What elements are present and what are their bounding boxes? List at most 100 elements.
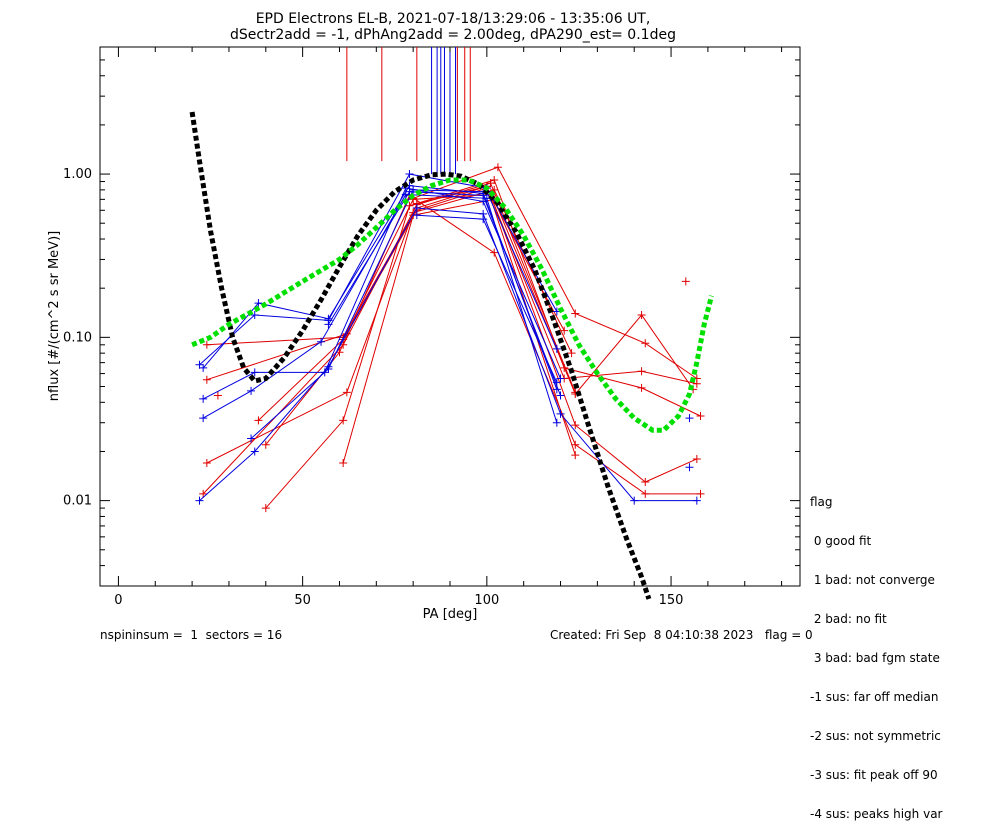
blue-data-point: [409, 185, 418, 194]
red-data-point: [641, 478, 650, 487]
blue-series-line: [199, 207, 697, 502]
blue-data-point: [324, 320, 333, 329]
red-data-point: [261, 440, 270, 449]
blue-data-point: [556, 374, 565, 383]
red-data-point: [405, 201, 414, 210]
blue-data-point: [479, 191, 488, 200]
x-tick-label: 50: [294, 593, 311, 608]
blue-data-point: [199, 363, 208, 372]
red-series-line: [206, 185, 576, 456]
red-data-point: [202, 458, 211, 467]
blue-data-point: [552, 378, 561, 387]
footer-left-info: nspininsum = 1 sectors = 16: [100, 628, 283, 642]
legend-item: 0 good fit: [810, 534, 872, 548]
data-series: [189, 111, 715, 600]
blue-data-point: [317, 337, 326, 346]
red-data-point: [571, 421, 580, 430]
red-data-point: [696, 489, 705, 498]
flag-legend: flag 0 good fit 1 bad: not converge 2 ba…: [810, 470, 942, 834]
blue-data-point: [250, 311, 259, 320]
vertical-markers: [346, 47, 471, 175]
blue-series-line: [202, 187, 561, 400]
blue-data-point: [412, 211, 421, 220]
blue-data-point: [199, 394, 208, 403]
y-tick-label: 0.10: [63, 330, 92, 345]
chart-title-line1: EPD Electrons EL-B, 2021-07-18/13:29:06 …: [256, 11, 651, 27]
blue-data-point: [247, 434, 256, 443]
chart-title-line2: dSectr2add = -1, dPhAng2add = 2.00deg, d…: [230, 27, 676, 43]
blue-series-line: [327, 191, 561, 396]
red-data-point: [490, 248, 499, 257]
blue-data-point: [199, 414, 208, 423]
red-data-point: [202, 375, 211, 384]
y-tick-label: 0.01: [63, 494, 92, 509]
x-tick-label: 150: [659, 593, 684, 608]
red-data-point: [571, 440, 580, 449]
red-data-point: [199, 489, 208, 498]
red-data-point: [641, 489, 650, 498]
red-data-point: [560, 363, 569, 372]
x-tick-label: 0: [114, 593, 122, 608]
x-tick-label: 100: [474, 593, 499, 608]
blue-data-point: [685, 414, 694, 423]
red-data-point: [641, 339, 650, 348]
blue-data-point: [195, 360, 204, 369]
blue-data-point: [405, 187, 414, 196]
red-data-point: [637, 367, 646, 376]
legend-item: -1 sus: far off median: [810, 690, 939, 704]
blue-data-point: [556, 409, 565, 418]
footer-right-info: Created: Fri Sep 8 04:10:38 2023 flag = …: [550, 628, 813, 642]
axis-ticks: 0 50 100 150 0.01 0.10 1.00: [63, 46, 800, 608]
green-series-line: [191, 177, 715, 433]
y-axis-label: nflux [#/(cm^2 s sr MeV)]: [47, 231, 62, 401]
blue-data-point: [195, 496, 204, 505]
red-data-point: [493, 163, 502, 172]
legend-item: -3 sus: fit peak off 90: [810, 768, 938, 782]
blue-data-point: [405, 170, 414, 179]
red-data-point: [637, 311, 646, 320]
red-data-point: [692, 454, 701, 463]
legend-title: flag: [810, 495, 833, 509]
blue-data-point: [552, 418, 561, 427]
blue-data-point: [552, 344, 561, 353]
legend-item: -2 sus: not symmetric: [810, 729, 941, 743]
blue-series-line: [199, 173, 558, 366]
red-data-point: [571, 309, 580, 318]
red-data-point: [571, 451, 580, 460]
blue-data-point: [254, 299, 263, 308]
red-data-point: [261, 504, 270, 513]
red-data-point: [637, 383, 646, 392]
legend-item: 1 bad: not converge: [810, 573, 935, 587]
red-data-point: [560, 326, 569, 335]
red-series-line: [265, 185, 697, 509]
red-data-point: [339, 458, 348, 467]
blue-data-point: [479, 215, 488, 224]
blue-data-point: [250, 447, 259, 456]
legend-item: 2 bad: no fit: [810, 612, 887, 626]
red-series-line: [342, 198, 694, 464]
red-data-point: [567, 349, 576, 358]
red-data-point: [202, 340, 211, 349]
red-data-point: [342, 388, 351, 397]
blue-series-line: [250, 189, 558, 439]
x-axis-label: PA [deg]: [423, 607, 478, 622]
blue-data-point: [685, 463, 694, 472]
legend-item: 3 bad: bad fgm state: [810, 651, 940, 665]
red-series-line: [413, 166, 698, 379]
red-data-point: [213, 391, 222, 400]
red-data-point: [490, 175, 499, 184]
blue-data-point: [630, 496, 639, 505]
blue-data-point: [250, 368, 259, 377]
red-data-point: [254, 416, 263, 425]
red-data-point: [681, 277, 690, 286]
blue-data-point: [692, 496, 701, 505]
flux-chart: EPD Electrons EL-B, 2021-07-18/13:29:06 …: [47, 11, 801, 622]
blue-data-point: [412, 203, 421, 212]
red-data-point: [339, 416, 348, 425]
blue-data-point: [324, 364, 333, 373]
red-series-line: [265, 194, 701, 495]
black-series-line: [189, 111, 652, 600]
y-tick-label: 1.00: [63, 167, 92, 182]
red-data-point: [696, 411, 705, 420]
legend-item: -4 sus: peaks high var: [810, 807, 943, 821]
